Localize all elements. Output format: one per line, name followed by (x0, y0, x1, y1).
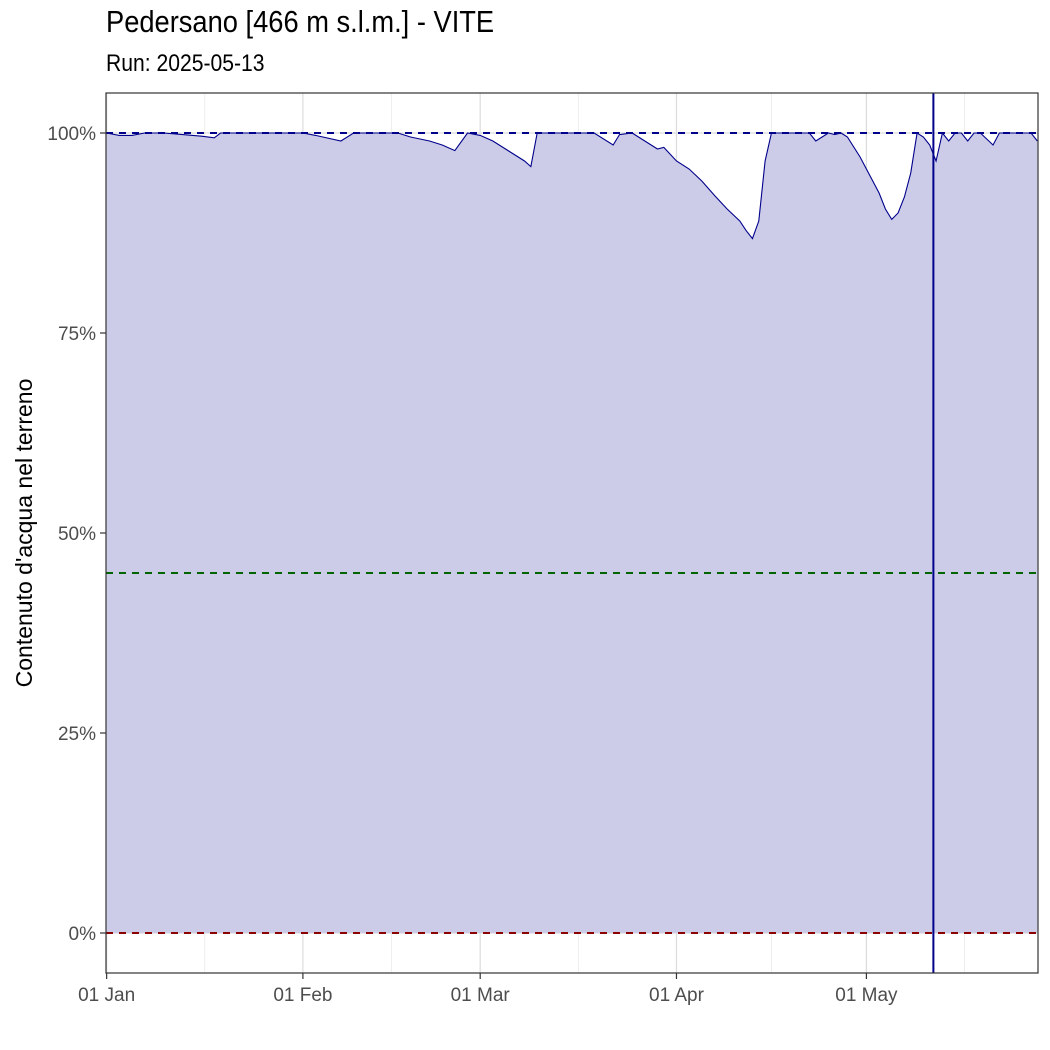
data-point (220, 132, 221, 133)
data-point (973, 132, 974, 133)
data-point (967, 140, 968, 141)
y-tick-label: 75% (58, 324, 96, 345)
data-point (897, 212, 898, 213)
series-line-0 (106, 131, 1038, 240)
data-point (847, 136, 848, 137)
data-point (948, 140, 949, 141)
data-point (923, 136, 924, 137)
y-tick-label: 25% (58, 724, 96, 745)
data-point (929, 144, 930, 145)
chart-subtitle: Run: 2025-05-13 (106, 50, 265, 77)
data-point (131, 135, 132, 136)
data-point (454, 150, 455, 151)
data-point (904, 196, 905, 197)
data-point (752, 238, 753, 239)
data-point (992, 144, 993, 145)
data-point (530, 166, 531, 167)
data-point (214, 137, 215, 138)
data-point (872, 180, 873, 181)
y-tick-label: 100% (47, 124, 96, 145)
data-point (961, 132, 962, 133)
data-point (315, 135, 316, 136)
data-point (727, 208, 728, 209)
data-point (410, 136, 411, 137)
data-point (676, 160, 677, 161)
data-point (765, 160, 766, 161)
data-point (885, 208, 886, 209)
x-tick-label: 01 Jan (78, 985, 135, 1006)
data-point (258, 132, 259, 133)
chart-title: Pedersano [466 m s.l.m.] - VITE (106, 4, 495, 39)
data-point (644, 140, 645, 141)
y-tick-label: 0% (69, 924, 97, 945)
x-tick-label: 01 Apr (649, 985, 705, 1006)
data-point (758, 220, 759, 221)
x-tick-label: 01 Feb (273, 985, 332, 1006)
data-point (467, 132, 468, 133)
y-axis-title: Contenuto d'acqua nel terreno (11, 379, 37, 688)
data-point (739, 220, 740, 221)
data-point (834, 134, 835, 135)
data-point (891, 219, 892, 220)
data-point (492, 140, 493, 141)
data-point (442, 144, 443, 145)
x-tick-label: 01 May (835, 985, 898, 1006)
data-point (859, 156, 860, 157)
data-point (828, 132, 829, 133)
data-point (429, 140, 430, 141)
data-point (689, 168, 690, 169)
data-point (701, 180, 702, 181)
data-point (878, 192, 879, 193)
data-point (119, 135, 120, 136)
data-point (505, 148, 506, 149)
y-tick-label: 50% (58, 524, 96, 545)
data-point (182, 134, 183, 135)
data-point (910, 172, 911, 173)
data-point (480, 135, 481, 136)
data-point (657, 148, 658, 149)
data-point (201, 136, 202, 137)
data-point (714, 195, 715, 196)
data-point (935, 160, 936, 161)
data-point (524, 160, 525, 161)
data-point (663, 147, 664, 148)
data-point (619, 134, 620, 135)
series-area-0 (106, 133, 1038, 933)
data-point (815, 140, 816, 141)
data-point (746, 230, 747, 231)
x-tick-label: 01 Mar (451, 985, 511, 1006)
data-point (340, 140, 341, 141)
data-point (613, 144, 614, 145)
data-point (999, 132, 1000, 133)
